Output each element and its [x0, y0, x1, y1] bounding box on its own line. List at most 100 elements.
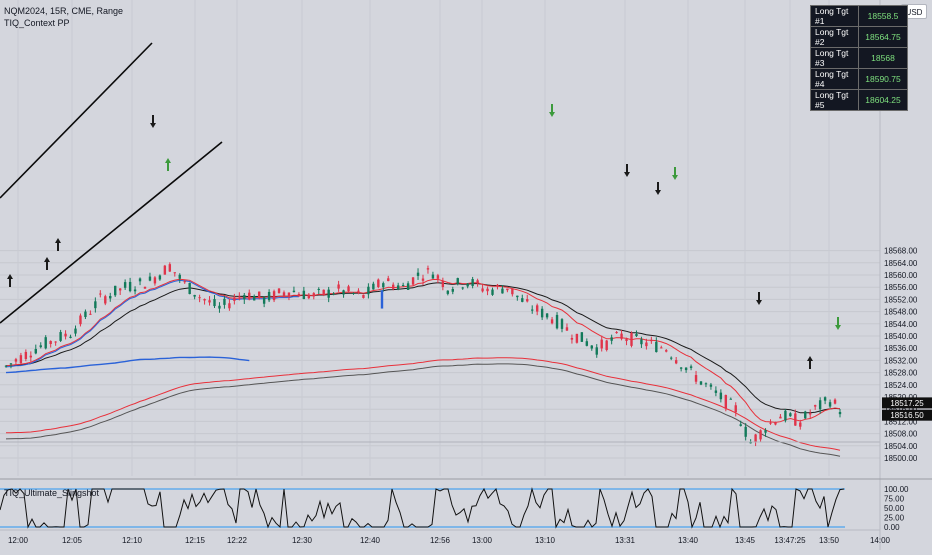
candle-up: [555, 314, 559, 329]
candle-down: [650, 339, 653, 342]
candle-down: [99, 293, 102, 295]
time-tick-label: 12:30: [292, 536, 313, 545]
candle-down: [277, 288, 281, 293]
candle-down: [24, 351, 28, 359]
candle-down: [511, 288, 514, 295]
candle-down: [615, 332, 618, 334]
candle-up: [560, 319, 564, 329]
candle-down: [307, 294, 311, 299]
candle-down: [19, 355, 23, 364]
candle-up: [744, 426, 747, 437]
candle-down: [565, 327, 569, 331]
target-row: Long Tgt #4 18590.75: [810, 68, 908, 90]
candle-down: [411, 277, 415, 285]
candle-up: [838, 411, 842, 415]
time-tick-label: 13:45: [735, 536, 756, 545]
candle-up: [446, 290, 450, 294]
candle-down: [257, 291, 261, 298]
price-tick-label: 18536.00: [884, 344, 918, 353]
price-tick-label: 18528.00: [884, 369, 918, 378]
osc-tick-label: 50.00: [884, 504, 905, 513]
symbol-title[interactable]: NQM2024, 15R, CME, Range: [4, 6, 124, 16]
candle-up: [188, 282, 191, 295]
target-row: Long Tgt #2 18564.75: [810, 26, 908, 48]
buy-arrow-icon: [55, 238, 61, 251]
candle-up: [501, 288, 504, 294]
candle-up: [123, 282, 127, 288]
target-row: Long Tgt #1 18558.5: [810, 5, 908, 27]
candle-down: [486, 288, 489, 292]
candle-up: [223, 298, 226, 305]
target-label: Long Tgt #1: [810, 5, 859, 27]
candle-down: [79, 315, 82, 325]
price-tag-value: 18516.50: [890, 411, 924, 420]
candle-up: [109, 295, 112, 299]
candle-down: [392, 284, 395, 289]
target-label: Long Tgt #2: [810, 26, 859, 48]
candle-down: [625, 339, 628, 341]
candle-up: [133, 289, 137, 292]
candle-down: [203, 299, 206, 301]
candle-down: [153, 277, 157, 284]
time-tick-label: 12:22: [227, 536, 248, 545]
candle-up: [253, 295, 256, 301]
time-axis[interactable]: 12:00 12:05 12:10 12:15 12:22 12:30 12:40 12:56…: [8, 536, 891, 545]
time-tick-label: 14:00: [870, 536, 891, 545]
candle-up: [9, 363, 13, 365]
candle-up: [327, 289, 330, 298]
time-tick-label: 12:56: [430, 536, 451, 545]
target-value: 18590.75: [858, 68, 908, 90]
target-value: 18564.75: [858, 26, 908, 48]
candle-up: [302, 290, 306, 300]
candle-down: [312, 293, 315, 297]
candle-up: [382, 283, 385, 288]
candle-up: [590, 345, 593, 349]
osc-tick-label: 0.00: [884, 523, 900, 532]
candle-down: [29, 355, 33, 358]
candle-up: [521, 298, 524, 302]
candle-up: [784, 410, 787, 421]
sell-arrow-icon: [655, 182, 661, 195]
candle-down: [163, 265, 167, 275]
candle-down: [421, 278, 425, 281]
price-tick-label: 18532.00: [884, 356, 918, 365]
candle-down: [347, 286, 350, 292]
time-tick-label: 13:50: [819, 536, 840, 545]
candle-up: [193, 294, 196, 297]
candle-down: [724, 395, 728, 409]
target-row: Long Tgt #5 18604.25: [810, 89, 908, 111]
candle-up: [699, 381, 703, 385]
price-tag-value: 18517.25: [890, 399, 924, 408]
price-tag-box: [882, 397, 932, 409]
candle-up: [823, 397, 827, 401]
target-label: Long Tgt #4: [810, 68, 859, 90]
candle-up: [317, 288, 320, 290]
candle-up: [416, 272, 420, 276]
target-value: 18558.5: [858, 5, 908, 27]
candle-up: [372, 283, 375, 290]
candle-up: [148, 276, 152, 281]
candle-down: [481, 288, 484, 292]
oscillator-pane: [0, 487, 845, 529]
candle-down: [833, 399, 837, 404]
candle-down: [183, 281, 186, 283]
target-row: Long Tgt #3 18568: [810, 47, 908, 69]
buy-arrow-icon: [165, 158, 171, 171]
target-value: 18568: [858, 47, 908, 69]
oscillator-label[interactable]: TIQ_Ultimate_Slingshot: [4, 488, 100, 498]
candle-up: [640, 339, 643, 345]
candle-up: [491, 289, 494, 295]
buy-arrow-icon: [7, 274, 13, 287]
candle-up: [531, 309, 534, 311]
candle-up: [540, 308, 544, 318]
candle-down: [54, 341, 57, 343]
candle-up: [158, 275, 162, 280]
time-tick-label: 13:47:25: [774, 536, 806, 545]
candle-up: [461, 287, 464, 289]
candle-down: [362, 294, 365, 298]
candle-down: [570, 337, 574, 340]
candle-down: [118, 288, 122, 291]
time-tick-label: 13:10: [535, 536, 556, 545]
indicator-label[interactable]: TIQ_Context PP: [4, 18, 70, 28]
